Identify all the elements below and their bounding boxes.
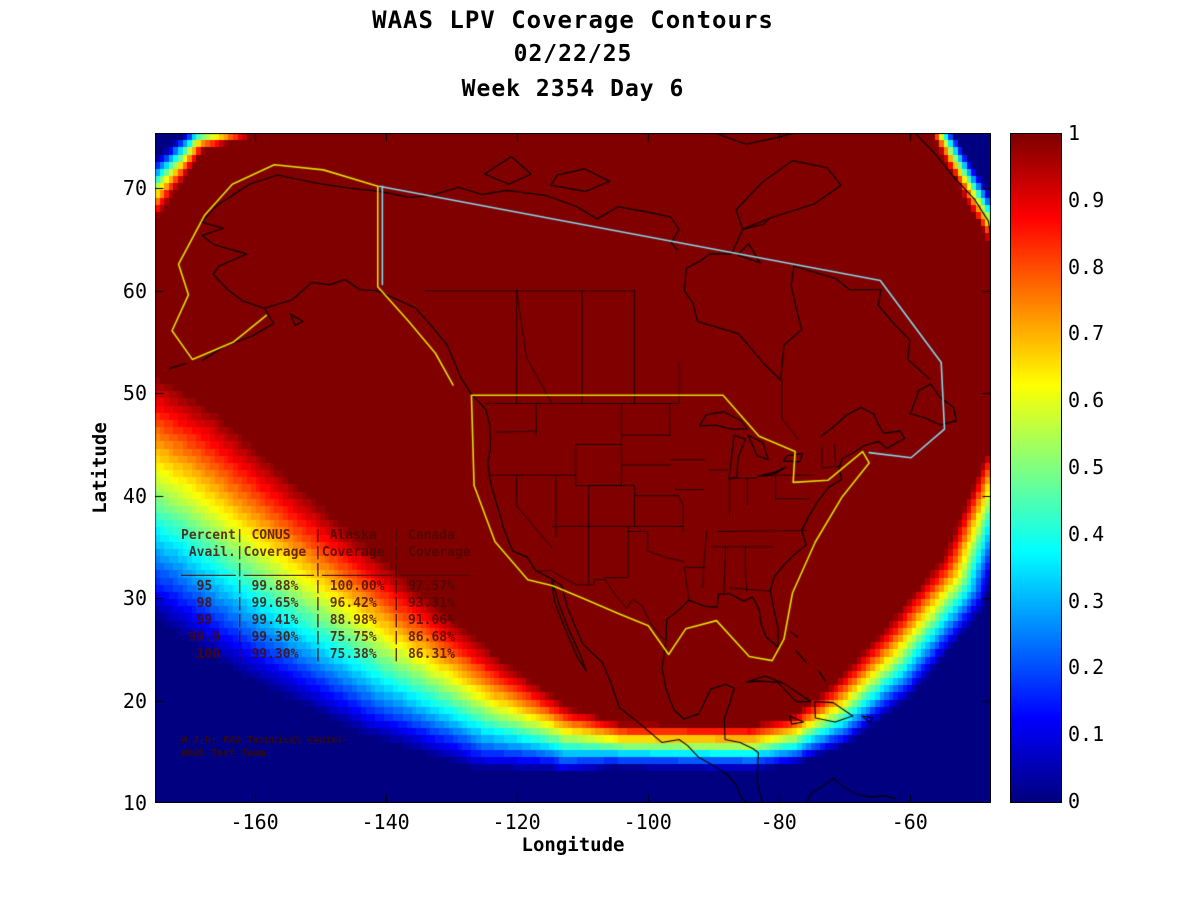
colorbar-tick-label: 0.1 (1068, 722, 1105, 747)
colorbar-tick-label: 0.3 (1068, 588, 1105, 613)
x-axis-label: Longitude (521, 834, 625, 856)
colorbar-gradient (1011, 134, 1061, 802)
plot-area: Percent| CONUS | Alaska | Canada Avail.|… (155, 133, 991, 803)
colorbar-tick-label: 0.5 (1068, 455, 1105, 479)
y-axis-label: Latitude (89, 422, 111, 514)
y-tick-label: 60 (122, 278, 147, 303)
x-tick-label: -160 (230, 810, 279, 834)
colorbar-tick-label: 0.6 (1068, 388, 1105, 413)
coverage-map-canvas (155, 133, 991, 803)
x-tick-label: -80 (760, 810, 797, 834)
y-tick-label: 70 (122, 176, 147, 201)
title-block: WAAS LPV Coverage Contours 02/22/25 Week… (155, 6, 991, 102)
x-tick-label: -120 (492, 810, 541, 834)
colorbar-tick-label: 0.4 (1068, 521, 1105, 546)
colorbar-tick-label: 0 (1068, 789, 1081, 813)
chart-title: WAAS LPV Coverage Contours (372, 6, 774, 34)
colorbar-tick-label: 0.2 (1068, 655, 1105, 680)
colorbar-tick-label: 1 (1068, 121, 1081, 145)
x-tick-label: -60 (891, 810, 928, 834)
x-tick-label: -140 (361, 810, 410, 834)
y-tick-label: 30 (122, 586, 147, 611)
x-tick-label: -100 (623, 810, 672, 834)
chart-date: 02/22/25 (513, 41, 633, 67)
y-tick-label: 40 (122, 483, 147, 508)
y-tick-label: 50 (122, 381, 147, 406)
coverage-table: Percent| CONUS | Alaska | Canada Avail.|… (181, 528, 471, 662)
y-tick-label: 10 (122, 791, 147, 815)
credit-text: W.J.H. FAA Technical Center WAAS Test Te… (181, 735, 344, 759)
chart-week-day: Week 2354 Day 6 (461, 76, 685, 102)
colorbar-tick-label: 0.7 (1068, 321, 1105, 346)
colorbar-tick-label: 0.9 (1068, 187, 1105, 212)
colorbar (1010, 133, 1062, 803)
colorbar-tick-label: 0.8 (1068, 254, 1105, 279)
y-tick-label: 20 (122, 688, 147, 713)
